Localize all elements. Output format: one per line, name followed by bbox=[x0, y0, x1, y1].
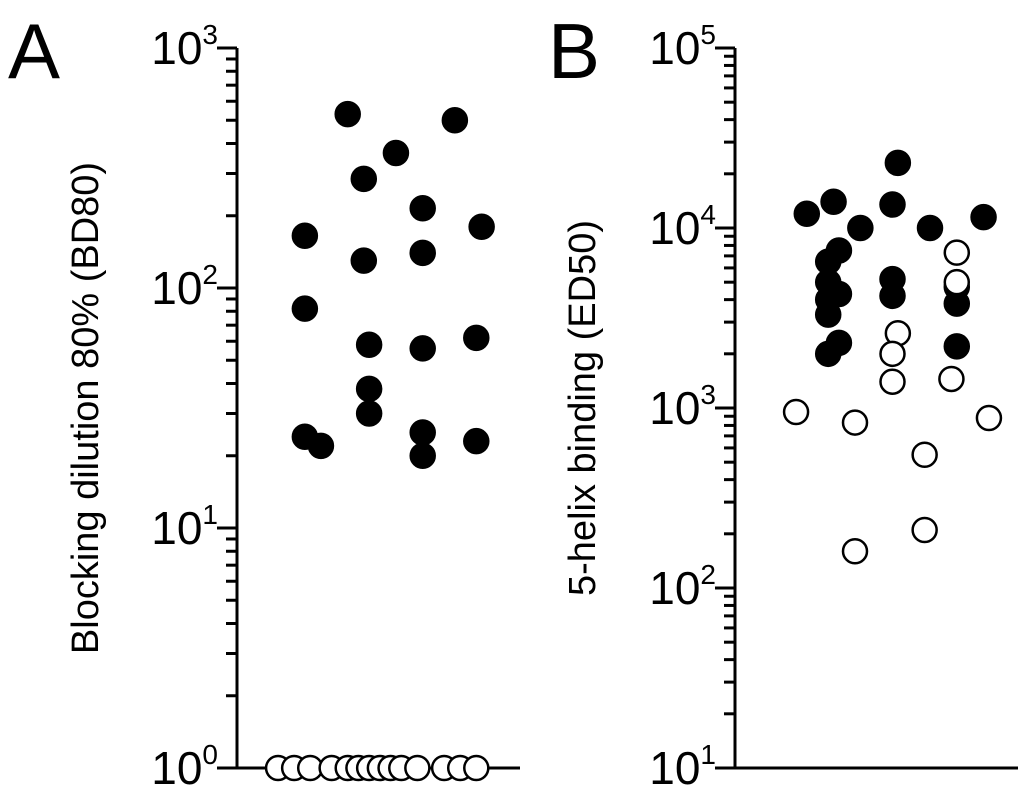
data-point-filled bbox=[409, 442, 436, 470]
panel-a-points bbox=[264, 100, 495, 782]
panel-a-y-ticks bbox=[217, 46, 237, 770]
tick-exponent: 2 bbox=[202, 259, 218, 290]
data-point-filled bbox=[463, 427, 490, 455]
y-tick-label: 105 bbox=[649, 19, 716, 74]
tick-base: 10 bbox=[649, 382, 700, 434]
data-point-open bbox=[943, 239, 971, 266]
data-point-filled bbox=[409, 194, 436, 222]
data-point-filled bbox=[463, 324, 490, 352]
data-point-filled bbox=[970, 203, 997, 231]
data-point-open bbox=[879, 340, 906, 368]
data-point-open bbox=[975, 404, 1003, 432]
data-point-filled bbox=[916, 214, 944, 242]
tick-exponent: 3 bbox=[700, 379, 716, 410]
data-point-filled bbox=[409, 419, 436, 446]
tick-base: 10 bbox=[649, 562, 700, 614]
data-point-filled bbox=[814, 340, 842, 368]
data-point-open bbox=[782, 398, 810, 426]
tick-base: 10 bbox=[649, 202, 700, 254]
tick-exponent: 0 bbox=[202, 739, 218, 770]
data-point-filled bbox=[409, 239, 436, 267]
panel-a-y-axis-label: Blocking dilution 80% (BD80) bbox=[65, 162, 107, 654]
y-tick-label: 101 bbox=[649, 739, 716, 794]
data-point-filled bbox=[884, 149, 912, 177]
data-point-open bbox=[841, 409, 869, 436]
tick-exponent: 1 bbox=[202, 499, 218, 530]
tick-base: 10 bbox=[151, 502, 202, 554]
data-point-filled bbox=[825, 280, 853, 308]
panel-b-y-ticks bbox=[715, 46, 735, 770]
tick-base: 10 bbox=[151, 262, 202, 314]
data-point-filled bbox=[441, 106, 469, 134]
tick-base: 10 bbox=[151, 742, 202, 794]
data-point-filled bbox=[820, 188, 847, 215]
data-point-open bbox=[463, 754, 490, 782]
panel-b-letter: B bbox=[548, 7, 600, 95]
tick-exponent: 5 bbox=[700, 19, 716, 50]
panel-a: A Blocking dilution 80% (BD80) 100101102… bbox=[8, 7, 520, 794]
data-point-filled bbox=[382, 139, 410, 167]
panel-b-y-axis-label: 5-helix binding (ED50) bbox=[562, 220, 604, 596]
data-point-filled bbox=[350, 247, 378, 274]
data-point-filled bbox=[814, 301, 842, 328]
y-tick-label: 102 bbox=[151, 259, 218, 314]
data-point-open bbox=[841, 538, 869, 565]
data-point-open bbox=[938, 365, 965, 393]
tick-base: 10 bbox=[151, 22, 202, 74]
data-point-open bbox=[911, 516, 938, 544]
data-point-filled bbox=[355, 400, 383, 427]
tick-base: 10 bbox=[649, 742, 700, 794]
data-point-filled bbox=[334, 100, 361, 128]
y-tick-label: 104 bbox=[649, 199, 716, 254]
data-point-filled bbox=[350, 165, 378, 193]
tick-exponent: 2 bbox=[700, 559, 716, 590]
data-point-filled bbox=[291, 295, 319, 322]
y-tick-label: 101 bbox=[151, 499, 218, 554]
data-point-filled bbox=[307, 432, 335, 460]
data-point-filled bbox=[943, 333, 971, 360]
panel-b-points bbox=[782, 149, 1003, 565]
data-point-filled bbox=[879, 191, 906, 218]
panel-a-letter: A bbox=[8, 7, 60, 95]
data-point-filled bbox=[793, 200, 821, 227]
data-point-open bbox=[911, 441, 938, 468]
tick-base: 10 bbox=[649, 22, 700, 74]
data-point-filled bbox=[291, 222, 319, 250]
data-point-open bbox=[404, 754, 431, 782]
data-point-open bbox=[943, 268, 971, 296]
data-point-filled bbox=[879, 282, 906, 310]
data-point-filled bbox=[847, 214, 874, 242]
y-tick-label: 103 bbox=[151, 19, 218, 74]
data-point-filled bbox=[468, 213, 495, 240]
y-tick-label: 103 bbox=[649, 379, 716, 434]
tick-exponent: 3 bbox=[202, 19, 218, 50]
data-point-filled bbox=[355, 375, 383, 403]
data-point-filled bbox=[409, 335, 436, 362]
data-point-open bbox=[879, 368, 906, 395]
tick-exponent: 1 bbox=[700, 739, 716, 770]
data-point-filled bbox=[355, 331, 383, 359]
tick-exponent: 4 bbox=[700, 199, 716, 230]
y-tick-label: 100 bbox=[151, 739, 218, 794]
y-tick-label: 102 bbox=[649, 559, 716, 614]
